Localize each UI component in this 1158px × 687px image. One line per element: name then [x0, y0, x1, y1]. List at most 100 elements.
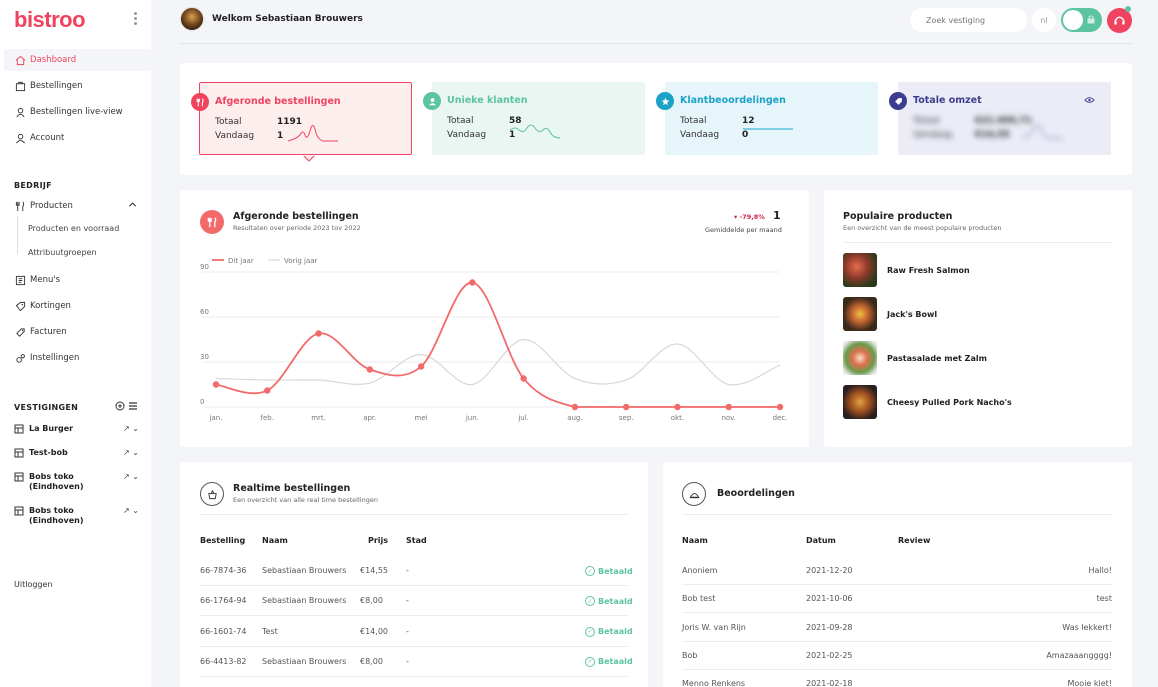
product-image	[843, 253, 877, 287]
product-item[interactable]: Pastasalade met Zalm	[843, 341, 987, 375]
reviews-card	[663, 462, 1132, 687]
location-item[interactable]: Bobs toko (Eindhoven) ↗ ⌄	[14, 472, 139, 492]
stat-card-customers[interactable]: Unieke klanten Totaal 58 Vandaag 1	[423, 82, 645, 155]
discount-icon	[14, 300, 26, 312]
col-header-review[interactable]: Review	[898, 536, 931, 545]
store-icon	[14, 472, 26, 492]
stat-title: Afgeronde bestellingen	[215, 96, 341, 107]
lock-toggle[interactable]	[1061, 8, 1102, 32]
edit-chevron-icon[interactable]: ↗ ⌄	[123, 506, 139, 515]
popular-subtitle: Een overzicht van de meest populaire pro…	[843, 224, 1002, 232]
logout-link[interactable]: Uitloggen	[14, 580, 53, 589]
location-item[interactable]: La Burger ↗ ⌄	[14, 424, 139, 436]
col-header-naam[interactable]: Naam	[682, 536, 708, 545]
sidebar-item-kortingen[interactable]: Kortingen	[4, 295, 151, 317]
order-id[interactable]: 66-1601-74	[200, 626, 247, 636]
customer-name: Sebastiaan Brouwers	[262, 596, 347, 606]
product-name: Pastasalade met Zalm	[887, 353, 987, 363]
edit-chevron-icon[interactable]: ↗ ⌄	[123, 448, 139, 457]
col-header-prijs[interactable]: Prijs	[368, 536, 389, 545]
location-item[interactable]: Bobs toko (Eindhoven) ↗ ⌄	[14, 506, 139, 526]
stat-title: Totale omzet	[913, 95, 982, 106]
sidebar-item-label: Menu's	[30, 275, 61, 285]
change-badge: ▾ -79,8%	[734, 213, 765, 221]
sidebar-item-dashboard[interactable]: Dashboard	[4, 49, 151, 71]
sidebar-item-account[interactable]: Account	[4, 127, 151, 149]
order-id[interactable]: 66-7874-36	[200, 566, 247, 575]
list-icon[interactable]	[128, 401, 138, 414]
status-label: Betaald	[598, 566, 633, 576]
status-label: Betaald	[598, 596, 633, 606]
stat-label: Vandaag	[447, 130, 487, 140]
col-header-datum[interactable]: Datum	[806, 536, 836, 545]
order-city: -	[406, 626, 409, 636]
sidebar-subitem-attribuutgroepen[interactable]: Attribuutgroepen	[28, 248, 97, 257]
product-name: Cheesy Pulled Pork Nacho's	[887, 397, 1012, 407]
reviewer-name: Bob test	[682, 594, 716, 604]
search-input[interactable]	[910, 8, 1027, 32]
sidebar-item-label: Facturen	[30, 327, 67, 337]
data-point	[264, 387, 271, 394]
language-selector[interactable]: nl	[1032, 8, 1056, 32]
stat-card-reviews[interactable]: Klantbeoordelingen Totaal 12 Vandaag 0	[656, 82, 878, 155]
sidebar-item-instellingen[interactable]: Instellingen	[4, 347, 151, 369]
reviews-title: Beoordelingen	[717, 488, 795, 499]
status-label: Betaald	[598, 657, 633, 667]
store-icon	[14, 424, 26, 436]
stat-card-revenue[interactable]: Totale omzet Totaal €21.095,71 Vandaag €14…	[889, 82, 1111, 155]
sidebar-item-label: Account	[30, 133, 65, 143]
chevron-up-icon[interactable]	[128, 200, 137, 212]
sidebar-item-bestellingen[interactable]: Bestellingen	[4, 75, 151, 97]
eye-icon[interactable]	[1084, 96, 1095, 107]
col-header-stad[interactable]: Stad	[406, 536, 427, 545]
reviewer-name: Anoniem	[682, 566, 718, 575]
bistroo-logo[interactable]: bistroo	[14, 7, 86, 32]
status-label: Betaald	[598, 627, 633, 637]
product-item[interactable]: Raw Fresh Salmon	[843, 253, 970, 287]
sidebar-item-producten[interactable]: Producten	[4, 195, 151, 217]
menu-card-icon	[14, 274, 26, 286]
chart-subtitle: Resultaten over periode 2023 tov 2022	[233, 224, 361, 232]
data-point	[776, 403, 784, 411]
row-divider	[682, 612, 1112, 614]
kebab-menu-icon[interactable]	[132, 12, 138, 28]
basket-icon	[200, 482, 224, 506]
headset-icon	[1114, 16, 1125, 25]
avatar[interactable]	[180, 7, 204, 31]
location-name: Bobs toko (Eindhoven)	[29, 472, 84, 491]
sidebar-item-live-view[interactable]: Bestellingen live-view	[4, 101, 151, 123]
edit-chevron-icon[interactable]: ↗ ⌄	[123, 424, 139, 433]
order-price: €8,00	[360, 596, 383, 606]
order-id[interactable]: 66-4413-82	[200, 656, 247, 666]
legend-label: Vorig jaar	[284, 257, 318, 265]
support-button[interactable]	[1107, 8, 1132, 33]
status-badge: ✓ Betaald	[585, 656, 633, 667]
x-tick-label: jul.	[517, 414, 529, 422]
sidebar-item-facturen[interactable]: Facturen	[4, 321, 151, 343]
location-item[interactable]: Test-bob ↗ ⌄	[14, 448, 139, 460]
stat-label: Totaal	[680, 116, 707, 126]
edit-chevron-icon[interactable]: ↗ ⌄	[123, 472, 139, 481]
orders-chart-card	[180, 190, 809, 447]
sparkline	[743, 128, 793, 130]
utensils-icon	[200, 210, 224, 234]
realtime-orders-card	[180, 462, 648, 687]
legend-label: Dit jaar	[228, 257, 254, 265]
row-divider	[200, 645, 628, 647]
col-header-bestelling[interactable]: Bestelling	[200, 536, 246, 545]
order-id[interactable]: 66-1764-94	[200, 596, 247, 606]
stat-card-orders[interactable]: Afgeronde bestellingen Totaal 1191 Vandaa…	[191, 82, 412, 162]
sidebar-item-menus[interactable]: Menu's	[4, 269, 151, 291]
row-divider	[200, 585, 628, 586]
series-line-0	[215, 281, 780, 408]
product-item[interactable]: Cheesy Pulled Pork Nacho's	[843, 385, 1012, 419]
data-point	[571, 403, 579, 411]
sidebar-subitem-producten-voorraad[interactable]: Producten en voorraad	[28, 224, 120, 233]
row-divider	[682, 584, 1112, 585]
stat-total: 58	[509, 116, 522, 126]
customer-name: Sebastiaan Brouwers	[262, 656, 347, 666]
product-item[interactable]: Jack's Bowl	[843, 297, 937, 331]
col-header-naam[interactable]: Naam	[262, 536, 288, 545]
add-location-icon[interactable]	[115, 401, 125, 414]
lock-icon	[1087, 15, 1095, 24]
